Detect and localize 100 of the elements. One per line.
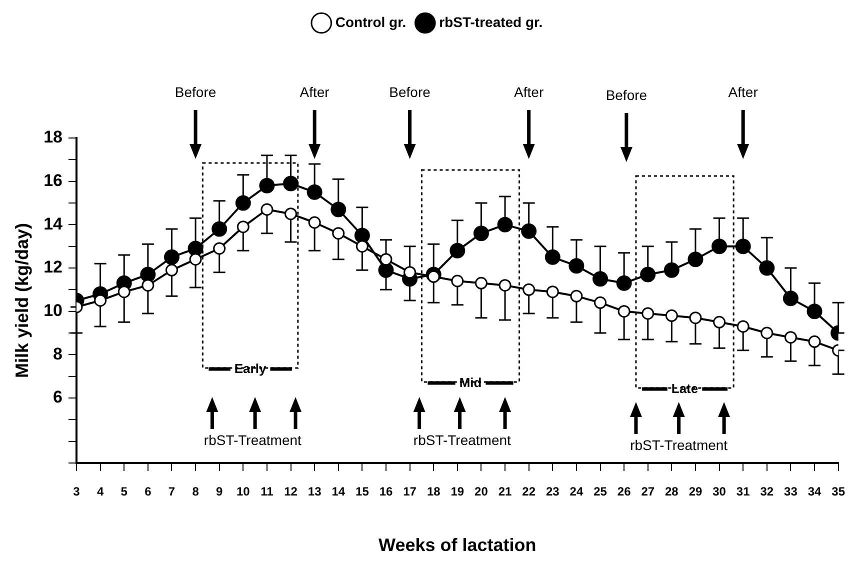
x-tick-label: 6 (144, 484, 152, 499)
x-tick-label: 20 (474, 484, 488, 499)
x-tick-label: 22 (522, 484, 536, 499)
point (760, 326, 774, 340)
x-tick-label: 26 (617, 484, 632, 499)
point (354, 228, 370, 244)
point (212, 221, 228, 237)
x-tick-label: 18 (426, 484, 441, 499)
point (806, 304, 822, 320)
x-tick-label: 21 (498, 484, 512, 499)
annotation: rbST-Treatment (204, 432, 302, 448)
point (235, 195, 251, 211)
x-axis-title: Weeks of lactation (378, 535, 536, 556)
point (213, 242, 226, 255)
x-tick-label: 5 (120, 484, 128, 499)
point (189, 253, 202, 266)
point (450, 242, 466, 258)
point (236, 220, 250, 234)
x-tick-label: 30 (712, 484, 726, 499)
point (473, 226, 489, 242)
x-tick-label: 17 (403, 484, 417, 499)
point (427, 270, 440, 283)
legend-label: Control gr. (335, 14, 406, 30)
text: Before (606, 87, 648, 103)
point (308, 216, 321, 229)
x-tick-label: 29 (688, 484, 702, 499)
point (380, 253, 392, 266)
point (94, 294, 107, 307)
x-tick-label: 28 (665, 484, 679, 499)
x-tick-label: 24 (570, 484, 584, 499)
legend-label: rbST-treated gr. (439, 14, 543, 30)
y-tick-label: 10 (44, 301, 63, 320)
point (140, 266, 156, 282)
point (497, 216, 513, 232)
point (640, 266, 656, 282)
x-tick-label: 4 (96, 484, 104, 499)
point (688, 252, 704, 268)
annotation: Late (671, 381, 698, 396)
y-tick-label: 6 (53, 388, 63, 407)
point (759, 260, 775, 276)
text: After (514, 84, 544, 100)
text: After (300, 84, 330, 100)
text: Before (174, 84, 216, 100)
point (284, 208, 298, 220)
x-tick-label: 14 (332, 484, 346, 499)
x-tick-label: 19 (450, 484, 464, 499)
point (118, 286, 130, 298)
text: After (728, 84, 758, 100)
x-tick-label: 8 (192, 484, 200, 499)
x-tick-label: 33 (784, 484, 798, 499)
point (784, 331, 797, 344)
point (568, 258, 584, 274)
annotation: rbST-Treatment (413, 432, 512, 448)
point (616, 275, 632, 291)
y-tick-label: 12 (44, 258, 63, 277)
y-tick-label: 18 (44, 128, 63, 147)
point (306, 184, 322, 200)
point (521, 223, 537, 239)
point (689, 312, 702, 324)
x-tick-label: 32 (760, 484, 774, 499)
x-tick-label: 9 (216, 484, 224, 499)
x-tick-label: 7 (168, 484, 176, 499)
point (522, 283, 536, 296)
point (332, 227, 345, 240)
point (283, 176, 299, 192)
x-tick-label: 34 (808, 484, 822, 499)
point (713, 316, 726, 328)
point (546, 286, 559, 298)
annotation: rbST-Treatment (630, 437, 728, 453)
point (735, 238, 751, 254)
point (474, 276, 488, 290)
x-tick-label: 13 (308, 484, 322, 499)
point (570, 290, 583, 302)
x-tick-label: 15 (356, 484, 370, 499)
annotation: Early (234, 361, 267, 376)
text: Before (389, 84, 431, 100)
x-tick-label: 23 (546, 484, 560, 499)
point (594, 296, 607, 309)
point (544, 249, 560, 265)
point (712, 238, 728, 254)
point (665, 309, 678, 322)
point (451, 274, 464, 288)
x-tick-label: 25 (594, 484, 608, 499)
point (260, 203, 274, 216)
x-tick-label: 3 (73, 484, 80, 499)
point (498, 279, 512, 292)
point (165, 264, 178, 276)
point (618, 305, 630, 318)
point (642, 307, 654, 320)
x-tick-label: 12 (284, 484, 298, 499)
point (736, 320, 750, 333)
y-tick-label: 16 (44, 171, 63, 190)
x-tick-label: 27 (641, 484, 655, 499)
x-tick-label: 31 (736, 484, 750, 499)
point (378, 262, 394, 278)
y-axis-title: Milk yield (kg/day) (12, 222, 32, 378)
point (330, 202, 346, 218)
y-tick-label: 14 (44, 214, 64, 234)
x-tick-label: 35 (832, 484, 846, 499)
point (404, 266, 416, 279)
